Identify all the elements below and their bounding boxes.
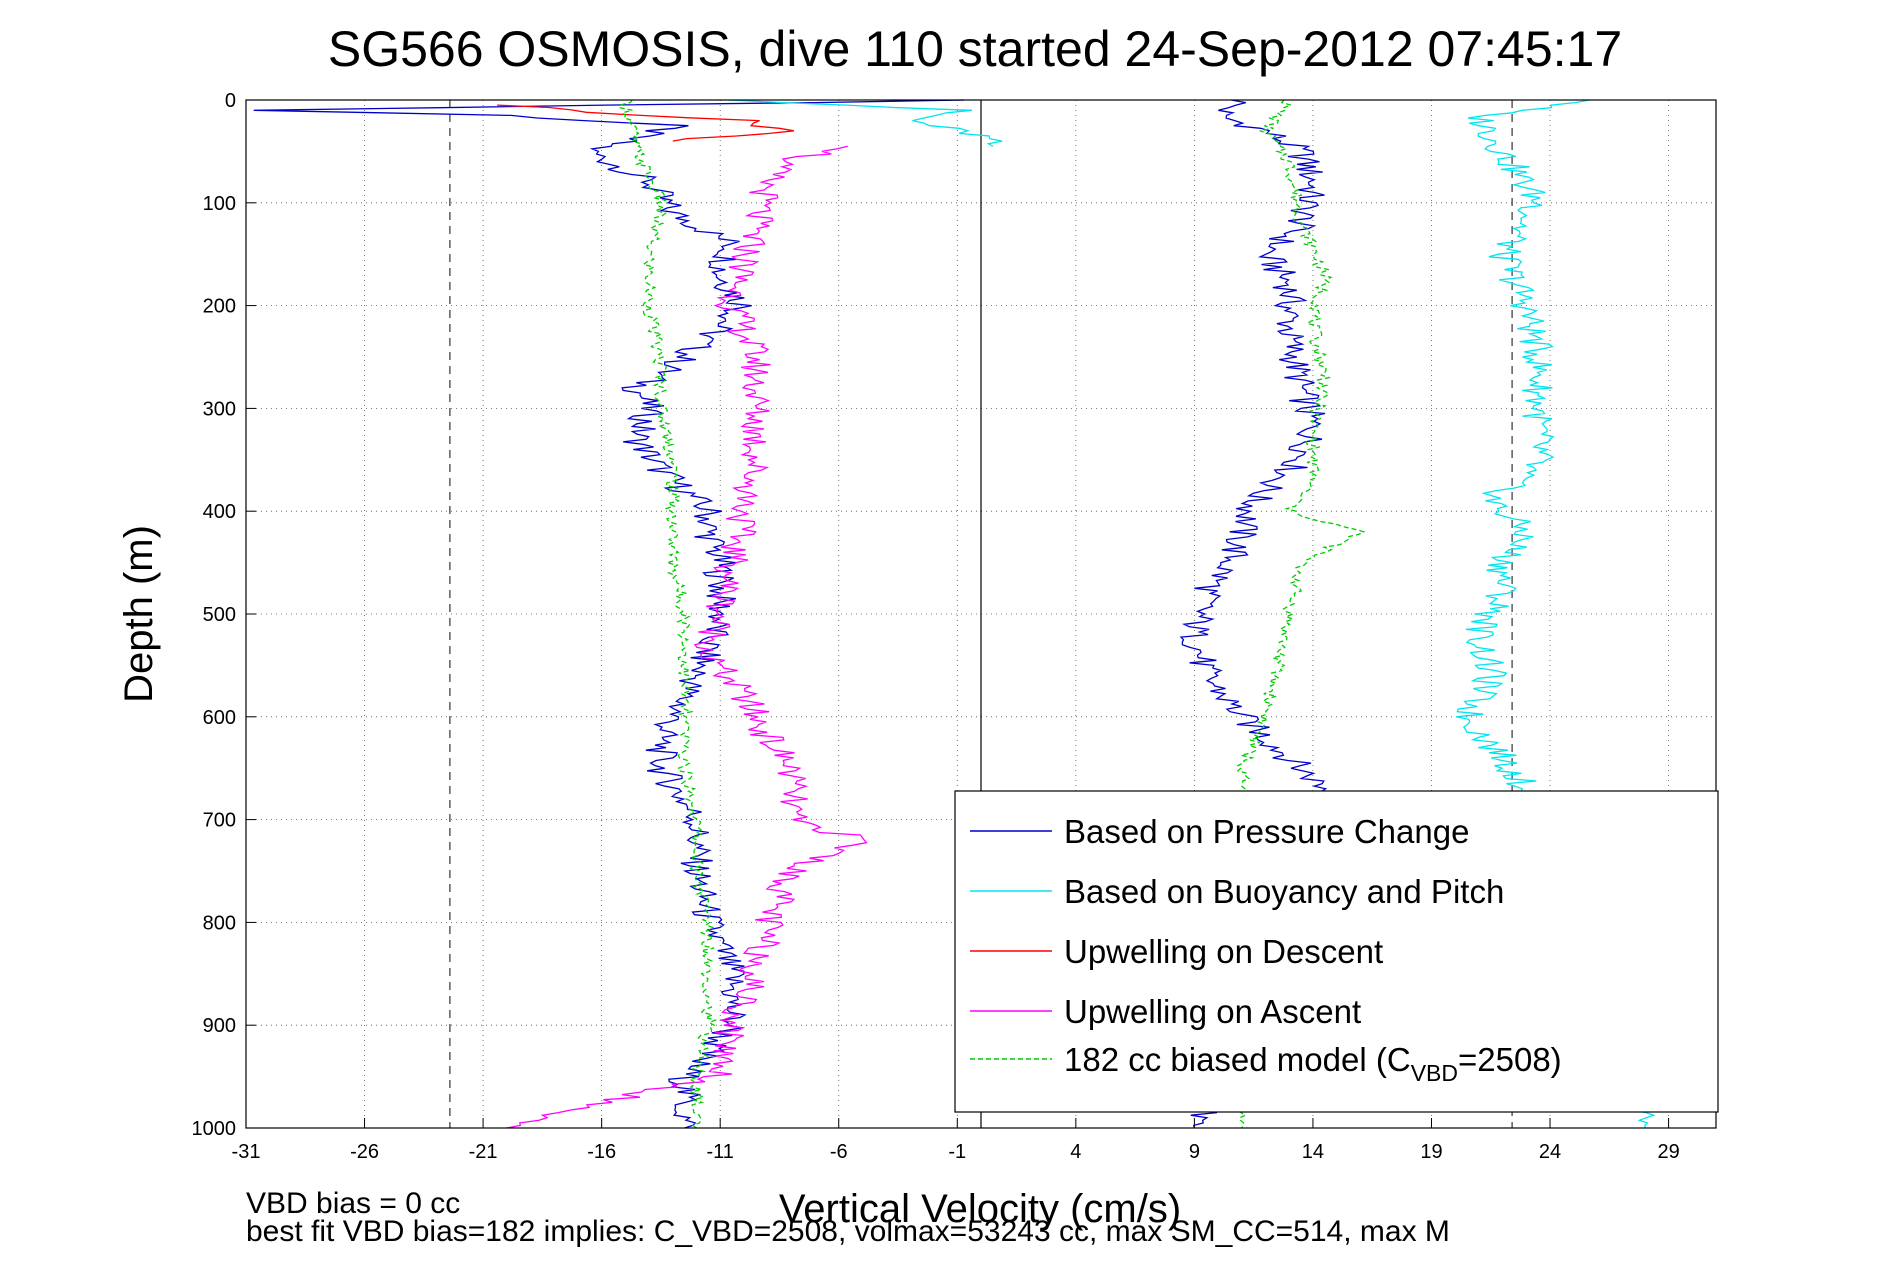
x-tick-label: -11 — [706, 1141, 733, 1163]
legend-label: Based on Buoyancy and Pitch — [1064, 873, 1504, 910]
y-axis-label: Depth (m) — [117, 525, 161, 703]
chart-title: SG566 OSMOSIS, dive 110 started 24-Sep-2… — [328, 21, 1622, 77]
y-tick-label: 600 — [203, 707, 236, 729]
x-tick-label: -26 — [350, 1141, 379, 1163]
y-tick-label: 500 — [203, 604, 236, 626]
series-line — [619, 99, 718, 1129]
y-tick-label: 800 — [203, 912, 236, 934]
y-tick-label: 300 — [203, 398, 236, 420]
x-tick-label: -21 — [469, 1141, 498, 1163]
x-tick-label: 29 — [1657, 1141, 1679, 1163]
x-tick-label: 14 — [1302, 1141, 1324, 1163]
y-tick-label: 900 — [203, 1015, 236, 1037]
x-tick-label: -1 — [948, 1141, 966, 1163]
series-line — [497, 104, 795, 142]
y-tick-label: 700 — [203, 810, 236, 832]
series-line — [728, 99, 1003, 147]
legend-label: Upwelling on Ascent — [1064, 993, 1361, 1030]
series-line — [253, 99, 965, 1129]
x-tick-label: -16 — [587, 1141, 616, 1163]
x-axis-label: Vertical Velocity (cm/s) — [779, 1187, 1181, 1231]
legend-label: Based on Pressure Change — [1064, 813, 1469, 850]
axis-ticks: -31 -26 -21 -16 -11 -6 -1 4 9 14 19 24 29 0 100 200 300 4… — [192, 90, 1680, 1163]
footer-line-1: VBD bias = 0 cc — [246, 1187, 460, 1220]
y-tick-label: 200 — [203, 296, 236, 318]
y-tick-label: 1000 — [192, 1118, 237, 1140]
legend-label: Upwelling on Descent — [1064, 933, 1383, 970]
legend: Based on Pressure Change Based on Buoyanc… — [954, 790, 1719, 1113]
series-line — [506, 145, 868, 1129]
y-tick-label: 100 — [203, 193, 236, 215]
x-tick-label: 9 — [1189, 1141, 1200, 1163]
y-tick-label: 400 — [203, 501, 236, 523]
x-tick-label: 24 — [1539, 1141, 1561, 1163]
legend-label: 182 cc biased model (CVBD=2508) — [1064, 1041, 1562, 1086]
x-tick-label: -31 — [232, 1141, 261, 1163]
y-tick-label: 0 — [225, 90, 236, 112]
x-tick-label: 19 — [1420, 1141, 1442, 1163]
legend-box — [954, 790, 1719, 1113]
footer-line-2: best fit VBD bias=182 implies: C_VBD=250… — [246, 1215, 1450, 1248]
x-tick-label: -6 — [830, 1141, 848, 1163]
x-tick-label: 4 — [1070, 1141, 1081, 1163]
